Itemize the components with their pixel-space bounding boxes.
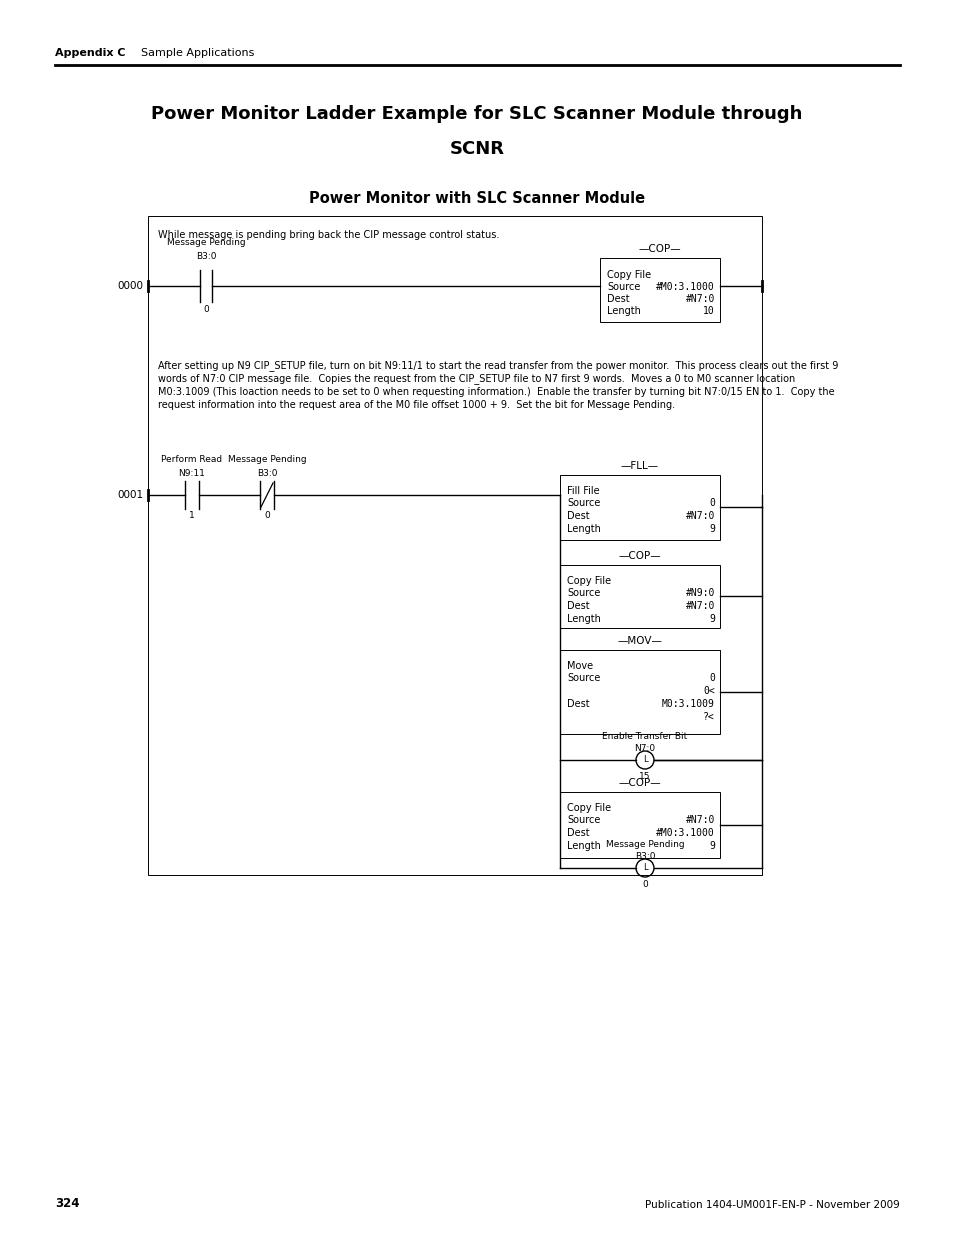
- Bar: [559, 650, 720, 734]
- Text: 0000: 0000: [117, 282, 143, 291]
- Bar: [599, 258, 720, 322]
- Text: N7:0: N7:0: [634, 743, 655, 753]
- Text: —COP—: —COP—: [618, 551, 660, 561]
- Text: #M0:3.1000: #M0:3.1000: [656, 827, 714, 839]
- Text: Appendix C: Appendix C: [55, 48, 126, 58]
- Text: 0<: 0<: [702, 685, 714, 697]
- Text: Dest: Dest: [566, 827, 589, 839]
- Text: Dest: Dest: [566, 601, 589, 611]
- Text: Message Pending: Message Pending: [167, 238, 245, 247]
- Bar: [148, 216, 761, 876]
- Text: Source: Source: [566, 498, 599, 508]
- Text: Dest: Dest: [566, 699, 589, 709]
- Text: 15: 15: [639, 772, 650, 781]
- Text: 0: 0: [264, 511, 270, 520]
- Text: 0: 0: [708, 673, 714, 683]
- Text: 324: 324: [55, 1197, 79, 1210]
- Text: Length: Length: [566, 841, 600, 851]
- Text: Source: Source: [566, 588, 599, 598]
- Text: Power Monitor with SLC Scanner Module: Power Monitor with SLC Scanner Module: [309, 191, 644, 206]
- Text: —COP—: —COP—: [618, 778, 660, 788]
- Text: L: L: [642, 756, 647, 764]
- Text: B3:0: B3:0: [634, 852, 655, 861]
- Text: Fill File: Fill File: [566, 487, 599, 496]
- Text: Enable Transfer Bit: Enable Transfer Bit: [601, 732, 687, 741]
- Text: Source: Source: [606, 282, 639, 291]
- Text: Power Monitor Ladder Example for SLC Scanner Module through: Power Monitor Ladder Example for SLC Sca…: [152, 105, 801, 124]
- Text: Copy File: Copy File: [566, 803, 611, 813]
- Text: Move: Move: [566, 661, 593, 671]
- Text: M0:3.1009: M0:3.1009: [661, 699, 714, 709]
- Text: —FLL—: —FLL—: [620, 461, 659, 471]
- Text: 0: 0: [641, 881, 647, 889]
- Text: Copy File: Copy File: [606, 270, 651, 280]
- Text: request information into the request area of the M0 file offset 1000 + 9.  Set t: request information into the request are…: [158, 400, 675, 410]
- Text: Perform Read: Perform Read: [161, 454, 222, 464]
- Text: Message Pending: Message Pending: [228, 454, 306, 464]
- Text: ?<: ?<: [702, 713, 714, 722]
- Text: Sample Applications: Sample Applications: [127, 48, 254, 58]
- Text: #N7:0: #N7:0: [685, 601, 714, 611]
- Text: #M0:3.1000: #M0:3.1000: [656, 282, 714, 291]
- Bar: [559, 475, 720, 540]
- Text: Message Pending: Message Pending: [605, 840, 683, 848]
- Text: Length: Length: [566, 524, 600, 534]
- Bar: [559, 792, 720, 858]
- Text: Dest: Dest: [566, 511, 589, 521]
- Text: L: L: [642, 863, 647, 872]
- Text: #N7:0: #N7:0: [685, 511, 714, 521]
- Text: After setting up N9 CIP_SETUP file, turn on bit N9:11/1 to start the read transf: After setting up N9 CIP_SETUP file, turn…: [158, 359, 838, 370]
- Text: #N7:0: #N7:0: [685, 294, 714, 304]
- Text: #N7:0: #N7:0: [685, 815, 714, 825]
- Bar: [559, 564, 720, 629]
- Text: 9: 9: [708, 614, 714, 624]
- Text: Dest: Dest: [606, 294, 629, 304]
- Text: 0: 0: [203, 305, 209, 314]
- Text: 0: 0: [708, 498, 714, 508]
- Text: #N9:0: #N9:0: [685, 588, 714, 598]
- Text: words of N7:0 CIP message file.  Copies the request from the CIP_SETUP file to N: words of N7:0 CIP message file. Copies t…: [158, 373, 795, 384]
- Text: 9: 9: [708, 841, 714, 851]
- Text: Copy File: Copy File: [566, 576, 611, 585]
- Text: While message is pending bring back the CIP message control status.: While message is pending bring back the …: [158, 230, 498, 240]
- Text: 10: 10: [702, 306, 714, 316]
- Text: B3:0: B3:0: [195, 252, 216, 261]
- Text: 1: 1: [189, 511, 194, 520]
- Text: Source: Source: [566, 815, 599, 825]
- Text: —MOV—: —MOV—: [617, 636, 661, 646]
- Text: Publication 1404-UM001F-EN-P - November 2009: Publication 1404-UM001F-EN-P - November …: [644, 1200, 899, 1210]
- Text: SCNR: SCNR: [449, 140, 504, 158]
- Text: 9: 9: [708, 524, 714, 534]
- Text: B3:0: B3:0: [256, 469, 277, 478]
- Text: Length: Length: [606, 306, 640, 316]
- Text: —COP—: —COP—: [638, 245, 680, 254]
- Text: M0:3.1009 (This loaction needs to be set to 0 when requesting information.)  Ena: M0:3.1009 (This loaction needs to be set…: [158, 387, 834, 396]
- Text: N9:11: N9:11: [178, 469, 205, 478]
- Text: 0001: 0001: [117, 490, 143, 500]
- Text: Source: Source: [566, 673, 599, 683]
- Text: Length: Length: [566, 614, 600, 624]
